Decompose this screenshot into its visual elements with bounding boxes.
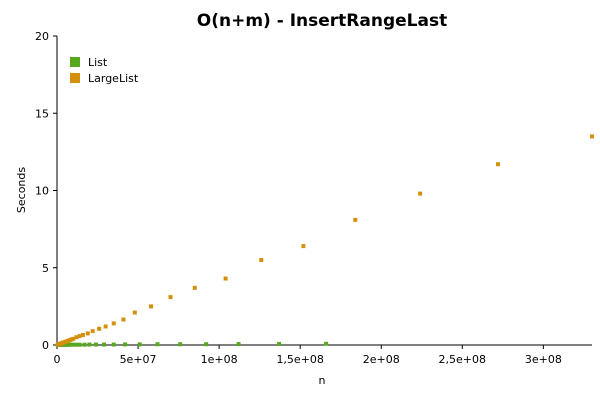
legend-swatch-largelist <box>70 73 80 83</box>
data-point <box>77 334 82 339</box>
data-point <box>97 326 102 331</box>
x-tick-label: 0 <box>54 353 61 366</box>
data-point <box>178 342 183 347</box>
y-tick-label: 15 <box>35 107 49 120</box>
x-tick-label: 1e+08 <box>201 353 238 366</box>
data-point <box>121 317 126 322</box>
x-tick-label: 2,5e+08 <box>439 353 486 366</box>
data-point <box>418 191 423 196</box>
data-point <box>137 342 142 347</box>
chart-title: O(n+m) - InsertRangeLast <box>197 11 447 31</box>
legend-label-largelist: LargeList <box>88 72 139 85</box>
y-axis-ticks: 0 5 10 15 20 <box>35 30 57 352</box>
x-axis-ticks: 0 5e+07 1e+08 1,5e+08 2e+08 2,5e+08 3e+08 <box>54 345 562 366</box>
x-axis-title: n <box>319 374 326 387</box>
y-tick-label: 5 <box>42 262 49 275</box>
data-point <box>77 342 82 347</box>
data-point <box>102 342 107 347</box>
data-point <box>74 342 79 347</box>
data-point <box>590 134 594 139</box>
data-point <box>204 342 209 347</box>
data-point <box>90 329 95 334</box>
data-point <box>277 341 282 346</box>
data-point <box>301 244 306 249</box>
data-point <box>71 342 76 347</box>
legend: List LargeList <box>70 56 139 85</box>
data-point <box>155 342 160 347</box>
x-tick-label: 3e+08 <box>525 353 562 366</box>
data-point <box>103 324 108 329</box>
data-point <box>111 321 116 326</box>
data-point <box>82 342 87 347</box>
y-tick-label: 20 <box>35 30 49 43</box>
x-tick-label: 2e+08 <box>363 353 400 366</box>
data-point <box>168 295 173 300</box>
x-tick-label: 5e+07 <box>120 353 157 366</box>
data-point <box>85 331 90 336</box>
series-layer <box>55 134 594 347</box>
data-point <box>74 335 79 340</box>
data-point <box>93 342 98 347</box>
y-tick-label: 10 <box>35 185 49 198</box>
data-point <box>123 342 128 347</box>
data-point <box>353 217 358 222</box>
data-point <box>495 162 500 167</box>
legend-label-list: List <box>88 56 108 69</box>
data-point <box>223 276 228 281</box>
y-axis-title: Seconds <box>15 167 28 213</box>
data-point <box>67 342 72 347</box>
x-tick-label: 1,5e+08 <box>276 353 323 366</box>
data-point <box>324 341 329 346</box>
data-point <box>132 310 137 315</box>
series-largelist <box>55 134 594 347</box>
data-point <box>149 304 154 309</box>
data-point <box>87 342 92 347</box>
y-tick-label: 0 <box>42 339 49 352</box>
data-point <box>71 336 76 341</box>
data-point <box>259 258 264 263</box>
data-point <box>236 342 241 347</box>
data-point <box>192 285 197 290</box>
data-point <box>111 342 116 347</box>
data-point <box>80 332 85 337</box>
legend-swatch-list <box>70 57 80 67</box>
